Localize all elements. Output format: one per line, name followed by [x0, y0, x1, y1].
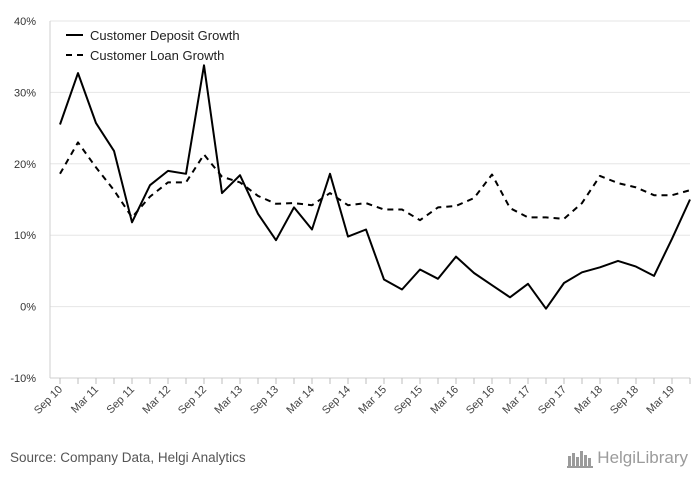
line-chart: -10%0%10%20%30%40% Sep 10 Mar 11 Sep 11 Mar… — [10, 16, 691, 417]
library-icon — [567, 451, 594, 468]
x-tick-label: Sep 17 — [536, 384, 569, 417]
y-tick-label: -10% — [10, 373, 36, 385]
y-tick-label: 0% — [20, 302, 36, 314]
x-tick-label: Sep 18 — [608, 384, 641, 417]
x-tick-label: Mar 11 — [69, 384, 101, 416]
y-tick-label: 40% — [14, 16, 36, 28]
x-tick-label: Mar 12 — [140, 384, 173, 417]
x-tick-label: Mar 16 — [428, 384, 461, 417]
x-tick-label: Mar 13 — [212, 384, 245, 417]
y-tick-label: 10% — [14, 230, 36, 242]
x-tick-label: Mar 14 — [284, 384, 317, 417]
x-tick-label: Sep 14 — [320, 384, 353, 417]
data-series — [59, 64, 691, 310]
legend: Customer Deposit Growth Customer Loan Gr… — [66, 28, 240, 63]
y-axis-tick-labels: -10% 0% 10% 20% 30% 40% — [10, 16, 36, 385]
x-tick-label: Mar 15 — [356, 384, 389, 417]
x-tick-label: Sep 11 — [105, 384, 138, 417]
gridlines — [49, 20, 690, 379]
helgi-library-logo: HelgiLibrary — [567, 448, 688, 468]
x-tick-label: Mar 18 — [572, 384, 605, 417]
legend-label-deposit: Customer Deposit Growth — [90, 28, 240, 43]
series-line-customer-deposit-growth — [59, 64, 691, 310]
source-note: Source: Company Data, Helgi Analytics — [10, 450, 246, 465]
x-tick-label: Sep 16 — [464, 384, 497, 417]
x-tick-label: Mar 19 — [644, 384, 677, 417]
y-tick-label: 30% — [14, 87, 36, 99]
x-tick-label: Sep 15 — [392, 384, 425, 417]
y-tick-label: 20% — [14, 159, 36, 171]
brand-name: HelgiLibrary — [597, 448, 688, 467]
legend-label-loan: Customer Loan Growth — [90, 48, 224, 63]
x-axis-tick-labels: Sep 10 Mar 11 Sep 11 Mar 12 Sep 12 Mar 13 Sep … — [32, 378, 691, 417]
x-tick-label: Mar 17 — [500, 384, 533, 417]
x-tick-label: Sep 12 — [176, 384, 209, 417]
x-tick-label: Sep 10 — [32, 384, 65, 417]
x-tick-label: Sep 13 — [248, 384, 281, 417]
